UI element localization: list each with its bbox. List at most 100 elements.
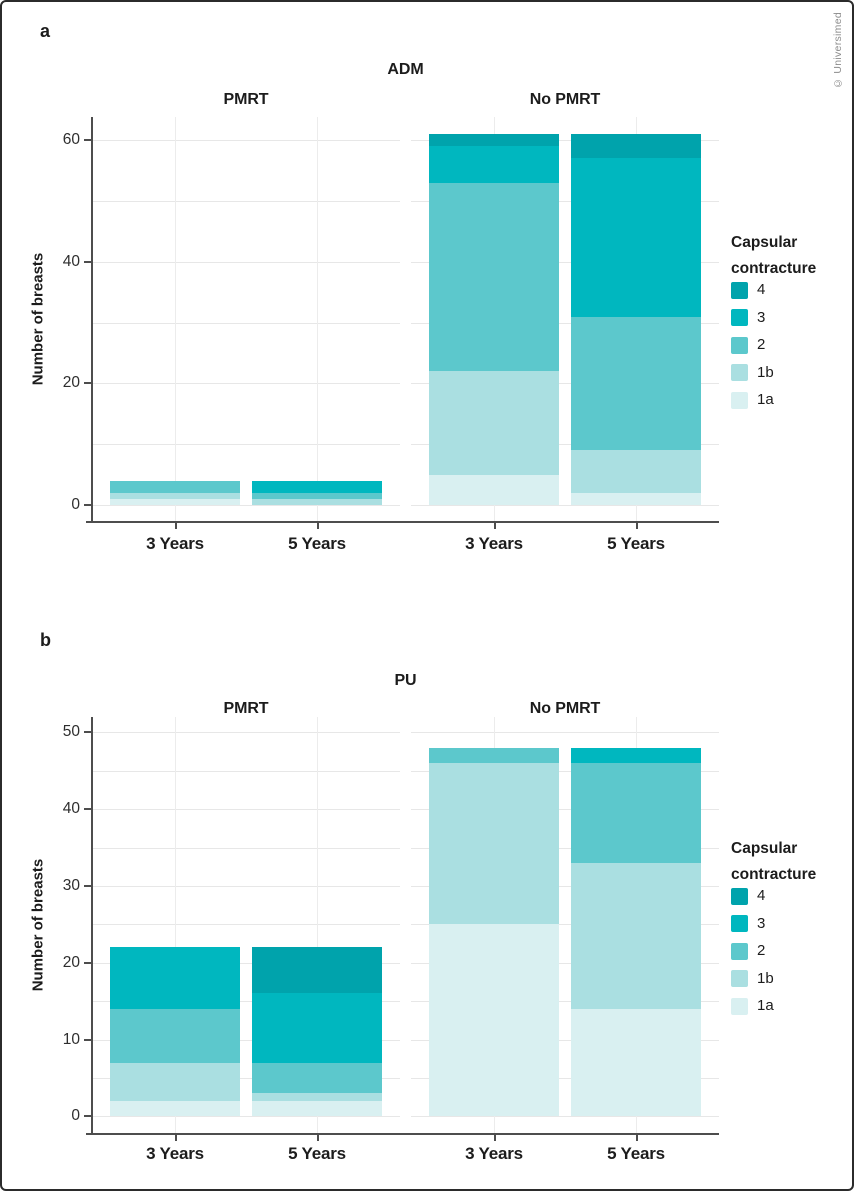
legend-label-grade-2: 2: [757, 336, 766, 353]
legend-label-grade-3: 3: [757, 914, 766, 932]
gridline-horizontal: [411, 261, 719, 263]
gridline-horizontal: [411, 847, 719, 849]
y-axis-line: [91, 117, 93, 523]
y-tick-label: 0: [71, 496, 80, 513]
x-tick-mark: [175, 1135, 177, 1141]
x-axis-line: [86, 1133, 719, 1135]
x-category-label: 3 Years: [465, 534, 523, 553]
legend-swatch-grade-2: [731, 942, 748, 960]
gridline-horizontal: [92, 885, 400, 887]
bar-segment-grade-1b: [110, 492, 240, 499]
y-tick-mark: [84, 382, 92, 385]
bar-segment-grade-1a: [429, 924, 559, 1117]
bar-segment-grade-4: [252, 947, 382, 994]
legend-label-grade-4: 4: [757, 281, 766, 298]
panel-b-chart-title: PU: [394, 672, 417, 689]
bar-segment-grade-1b: [252, 1093, 382, 1101]
x-tick-mark: [494, 1135, 496, 1141]
y-tick-label: 30: [62, 876, 80, 894]
bar-segment-grade-3: [429, 146, 559, 183]
x-category-label: 5 Years: [607, 1144, 665, 1163]
bar-segment-grade-3: [252, 480, 382, 493]
bar-segment-grade-3: [252, 993, 382, 1063]
gridline-horizontal: [92, 770, 400, 772]
y-tick-label: 60: [62, 131, 80, 149]
gridline-horizontal: [92, 261, 400, 263]
bar-segment-grade-2: [429, 747, 559, 764]
panel-a-label: a: [40, 21, 51, 41]
panel-a-facet-label-no-pmrt: No PMRT: [529, 91, 601, 108]
y-tick-mark: [84, 504, 92, 506]
gridline-horizontal: [92, 140, 400, 142]
legend-swatch-grade-4: [731, 281, 748, 299]
panel-b-legend-title-line2: contracture: [731, 866, 817, 883]
legend-swatch-grade-2: [731, 336, 748, 354]
gridline-horizontal: [92, 505, 400, 506]
bar-segment-grade-1a: [110, 1100, 240, 1117]
y-axis-line: [91, 717, 93, 1135]
gridline-horizontal: [411, 1001, 719, 1003]
bar-segment-grade-2: [429, 182, 559, 372]
y-tick-label: 0: [71, 1107, 80, 1125]
panel-b-label: b: [40, 630, 51, 650]
legend-label-grade-4: 4: [757, 887, 766, 904]
bar-segment-grade-3: [571, 747, 701, 764]
gridline-horizontal: [92, 1039, 400, 1041]
x-axis-line: [86, 521, 719, 523]
legend-swatch-grade-1b: [731, 970, 748, 987]
x-tick-mark: [175, 523, 177, 529]
gridline-vertical: [317, 117, 318, 521]
bar-segment-grade-1b: [429, 763, 559, 925]
x-category-label: 5 Years: [288, 534, 346, 553]
legend-label-grade-2: 2: [757, 942, 766, 959]
y-tick-label: 20: [62, 374, 80, 392]
legend-label-grade-1b: 1b: [757, 363, 774, 381]
bar-segment-grade-4: [571, 134, 701, 159]
gridline-horizontal: [411, 885, 719, 887]
gridline-horizontal: [92, 322, 400, 324]
y-tick-mark: [84, 260, 92, 263]
bar-segment-grade-1b: [110, 1062, 240, 1101]
legend-swatch-grade-4: [731, 887, 748, 905]
y-tick-mark: [84, 139, 92, 142]
x-category-label: 3 Years: [465, 1144, 523, 1163]
y-tick-mark: [84, 884, 92, 887]
y-tick-mark: [84, 961, 92, 964]
gridline-vertical: [175, 117, 176, 521]
bar-segment-grade-1b: [252, 498, 382, 505]
gridline-horizontal: [411, 444, 719, 446]
bar-segment-grade-1a: [110, 498, 240, 505]
bar-segment-grade-1b: [571, 862, 701, 1009]
gridline-horizontal: [92, 1116, 400, 1118]
x-tick-mark: [317, 523, 319, 529]
gridline-horizontal: [92, 201, 400, 202]
copyright-text: © Universimed: [832, 12, 844, 90]
bar-segment-grade-2: [571, 316, 701, 451]
gridline-horizontal: [92, 1001, 400, 1003]
gridline-horizontal: [411, 505, 719, 506]
panel-a-legend-title-line1: Capsular: [731, 234, 798, 251]
panel-b-facet-label-pmrt: PMRT: [223, 700, 269, 717]
legend-label-grade-3: 3: [757, 308, 766, 326]
x-category-label: 5 Years: [288, 1144, 346, 1163]
bar-segment-grade-3: [571, 158, 701, 317]
x-category-label: 3 Years: [146, 534, 204, 553]
gridline-horizontal: [411, 322, 719, 324]
legend-label-grade-1b: 1b: [757, 969, 774, 987]
gridline-horizontal: [92, 962, 400, 964]
x-tick-mark: [494, 523, 496, 529]
bar-segment-grade-4: [429, 134, 559, 147]
gridline-horizontal: [411, 809, 719, 811]
gridline-horizontal: [411, 1039, 719, 1041]
gridline-horizontal: [411, 383, 719, 385]
legend-swatch-grade-3: [731, 309, 748, 326]
bar-segment-grade-2: [110, 480, 240, 493]
gridline-horizontal: [92, 1077, 400, 1079]
x-tick-mark: [636, 1135, 638, 1141]
y-tick-label: 40: [62, 800, 80, 818]
panel-b-legend-title-line1: Capsular: [731, 840, 798, 857]
y-tick-label: 10: [62, 1030, 80, 1048]
legend-swatch-grade-3: [731, 915, 748, 932]
legend-swatch-grade-1b: [731, 364, 748, 381]
